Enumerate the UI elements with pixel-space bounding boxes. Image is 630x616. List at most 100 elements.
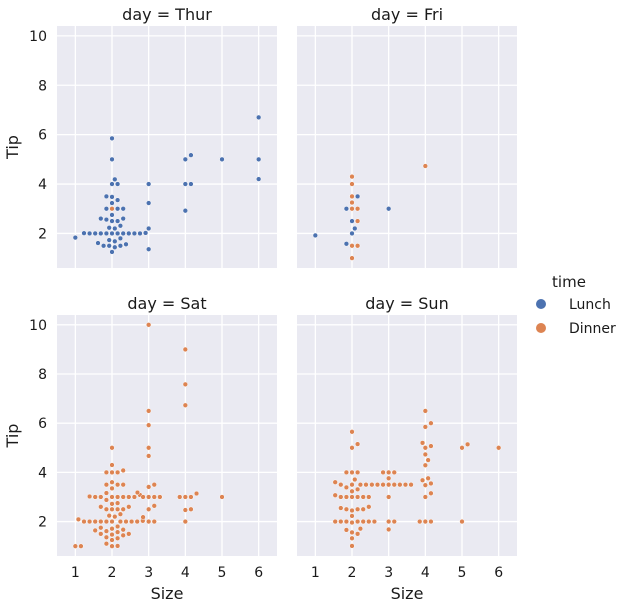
data-point-lunch <box>112 225 118 232</box>
data-point-lunch <box>98 230 104 237</box>
panel-background <box>57 315 277 556</box>
data-point-lunch <box>219 156 225 162</box>
data-point-dinner <box>103 518 110 525</box>
data-point-dinner <box>75 516 82 523</box>
data-point-dinner <box>349 513 355 519</box>
data-point-lunch <box>109 249 115 255</box>
data-point-dinner <box>103 534 110 540</box>
data-point-dinner <box>182 507 188 513</box>
data-point-dinner <box>114 529 121 535</box>
data-point-dinner <box>120 494 126 500</box>
y-tick-label: 2 <box>38 226 47 242</box>
data-point-dinner <box>151 482 157 488</box>
data-point-dinner <box>114 506 121 512</box>
data-point-lunch <box>114 206 121 212</box>
data-point-dinner <box>98 494 104 500</box>
data-point-dinner <box>464 441 471 448</box>
data-point-dinner <box>103 541 110 547</box>
data-point-dinner <box>386 469 392 476</box>
data-point-dinner <box>343 506 350 512</box>
data-point-dinner <box>109 445 115 451</box>
data-point-dinner <box>354 206 361 212</box>
data-point-lunch <box>120 206 126 212</box>
data-point-dinner <box>366 518 372 525</box>
data-point-dinner <box>109 531 115 538</box>
data-point-dinner <box>114 500 121 506</box>
x-tick-label: 4 <box>181 565 190 581</box>
data-point-dinner <box>386 475 392 481</box>
y-tick-label: 6 <box>38 416 47 432</box>
data-point-dinner <box>146 518 152 525</box>
data-point-dinner <box>422 462 428 468</box>
data-point-dinner <box>109 526 115 532</box>
data-point-dinner <box>349 535 355 541</box>
data-point-lunch <box>182 208 188 214</box>
data-point-dinner <box>98 518 104 525</box>
legend-label-lunch: Lunch <box>569 297 611 313</box>
data-point-dinner <box>349 199 355 206</box>
data-point-dinner <box>151 503 157 509</box>
data-point-lunch <box>95 240 101 246</box>
data-point-lunch <box>103 230 110 237</box>
data-point-lunch <box>146 225 152 232</box>
data-point-lunch <box>100 243 107 249</box>
panel-background <box>57 26 277 268</box>
data-point-dinner <box>109 485 115 492</box>
y-axis-label: Tip <box>3 424 22 449</box>
data-point-dinner <box>151 518 157 525</box>
data-point-dinner <box>343 527 350 533</box>
data-point-dinner <box>146 506 152 512</box>
data-point-lunch <box>112 244 118 250</box>
y-tick-label: 4 <box>38 465 47 481</box>
data-point-lunch <box>126 230 132 237</box>
data-point-dinner <box>114 494 121 500</box>
data-point-lunch <box>188 152 194 158</box>
data-point-lunch <box>114 230 121 237</box>
data-point-dinner <box>86 518 93 525</box>
data-point-dinner <box>72 543 78 549</box>
data-point-dinner <box>371 518 378 525</box>
data-point-dinner <box>78 543 84 549</box>
data-point-lunch <box>81 230 87 236</box>
data-point-dinner <box>114 543 121 549</box>
y-tick-label: 10 <box>29 318 47 334</box>
x-tick-label: 4 <box>421 565 430 581</box>
data-point-lunch <box>188 181 194 187</box>
data-point-dinner <box>146 484 152 490</box>
data-point-dinner <box>397 482 403 488</box>
data-point-dinner <box>349 488 355 494</box>
data-point-dinner <box>380 469 386 476</box>
x-tick-label: 3 <box>144 565 153 581</box>
x-axis-label: Size <box>151 584 184 603</box>
data-point-dinner <box>360 494 366 500</box>
data-point-dinner <box>86 493 93 500</box>
data-point-dinner <box>354 469 361 476</box>
data-point-dinner <box>120 482 126 488</box>
data-point-dinner <box>109 206 115 212</box>
data-point-dinner <box>386 526 392 533</box>
data-point-dinner <box>134 489 141 496</box>
data-point-dinner <box>126 504 132 510</box>
data-point-dinner <box>422 494 428 500</box>
data-point-dinner <box>146 322 152 328</box>
data-point-lunch <box>146 181 152 187</box>
data-point-dinner <box>109 469 115 476</box>
data-point-dinner <box>103 506 110 512</box>
data-point-dinner <box>354 494 361 500</box>
y-tick-label: 8 <box>38 367 47 383</box>
data-point-dinner <box>349 243 355 249</box>
data-point-dinner <box>425 475 431 481</box>
data-point-dinner <box>496 445 502 451</box>
data-point-lunch <box>109 200 115 206</box>
data-point-dinner <box>182 381 188 387</box>
data-point-dinner <box>428 518 434 525</box>
data-point-dinner <box>349 429 355 435</box>
data-point-dinner <box>146 494 152 500</box>
data-point-dinner <box>98 531 104 537</box>
data-point-dinner <box>114 482 121 488</box>
data-point-dinner <box>428 420 434 426</box>
data-point-lunch <box>256 176 262 182</box>
data-point-dinner <box>422 482 428 488</box>
data-point-lunch <box>98 215 104 222</box>
